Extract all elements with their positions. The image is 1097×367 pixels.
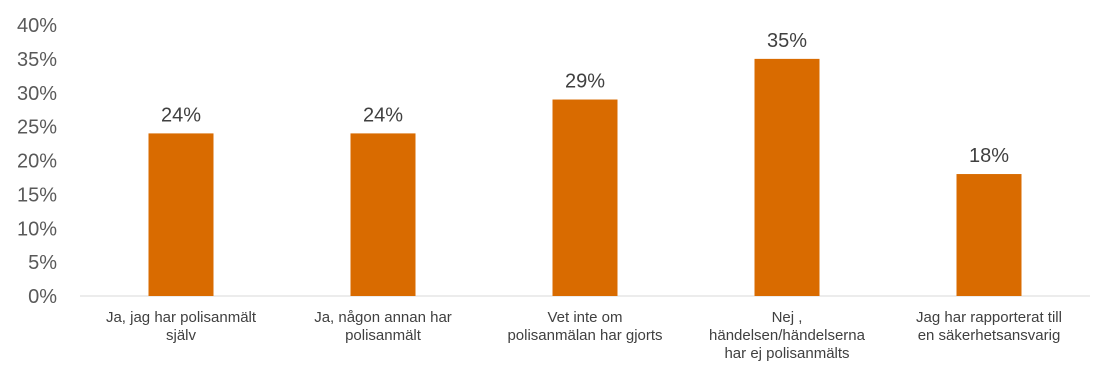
category-label: Ja, någon annan har polisanmält — [314, 309, 452, 344]
y-tick-label: 30% — [17, 83, 57, 105]
y-tick-label: 15% — [17, 184, 57, 206]
data-label: 24% — [161, 104, 201, 126]
y-tick-label: 10% — [17, 218, 57, 240]
y-tick-label: 0% — [28, 286, 57, 308]
category-label: Vet inte om polisanmälan har gjorts — [507, 309, 662, 344]
category-label: Jag har rapporterat till en säkerhetsansv… — [916, 309, 1062, 344]
y-tick-label: 35% — [17, 49, 57, 71]
category-label: Ja, jag har polisanmält själv — [106, 309, 257, 344]
data-label: 24% — [363, 104, 403, 126]
data-label: 35% — [767, 30, 807, 52]
data-label: 29% — [565, 71, 605, 93]
bar — [552, 99, 618, 297]
bar — [956, 174, 1022, 296]
data-labels: 24% 24% 29% 35% 18% — [161, 30, 1009, 167]
y-tick-label: 25% — [17, 117, 57, 139]
y-tick-label: 40% — [17, 15, 57, 37]
bar — [350, 133, 416, 296]
category-labels: Ja, jag har polisanmält själv Ja, någon an… — [106, 309, 1062, 362]
data-label: 18% — [969, 145, 1009, 167]
bar — [148, 133, 214, 296]
bar — [754, 58, 820, 296]
bars — [148, 58, 1022, 297]
y-axis-ticks: 0% 5% 10% 15% 20% 25% 30% 35% 40% — [17, 15, 57, 308]
category-label: Nej , händelsen/händelserna har ej polisan… — [709, 309, 866, 362]
y-tick-label: 20% — [17, 151, 57, 173]
y-tick-label: 5% — [28, 252, 57, 274]
